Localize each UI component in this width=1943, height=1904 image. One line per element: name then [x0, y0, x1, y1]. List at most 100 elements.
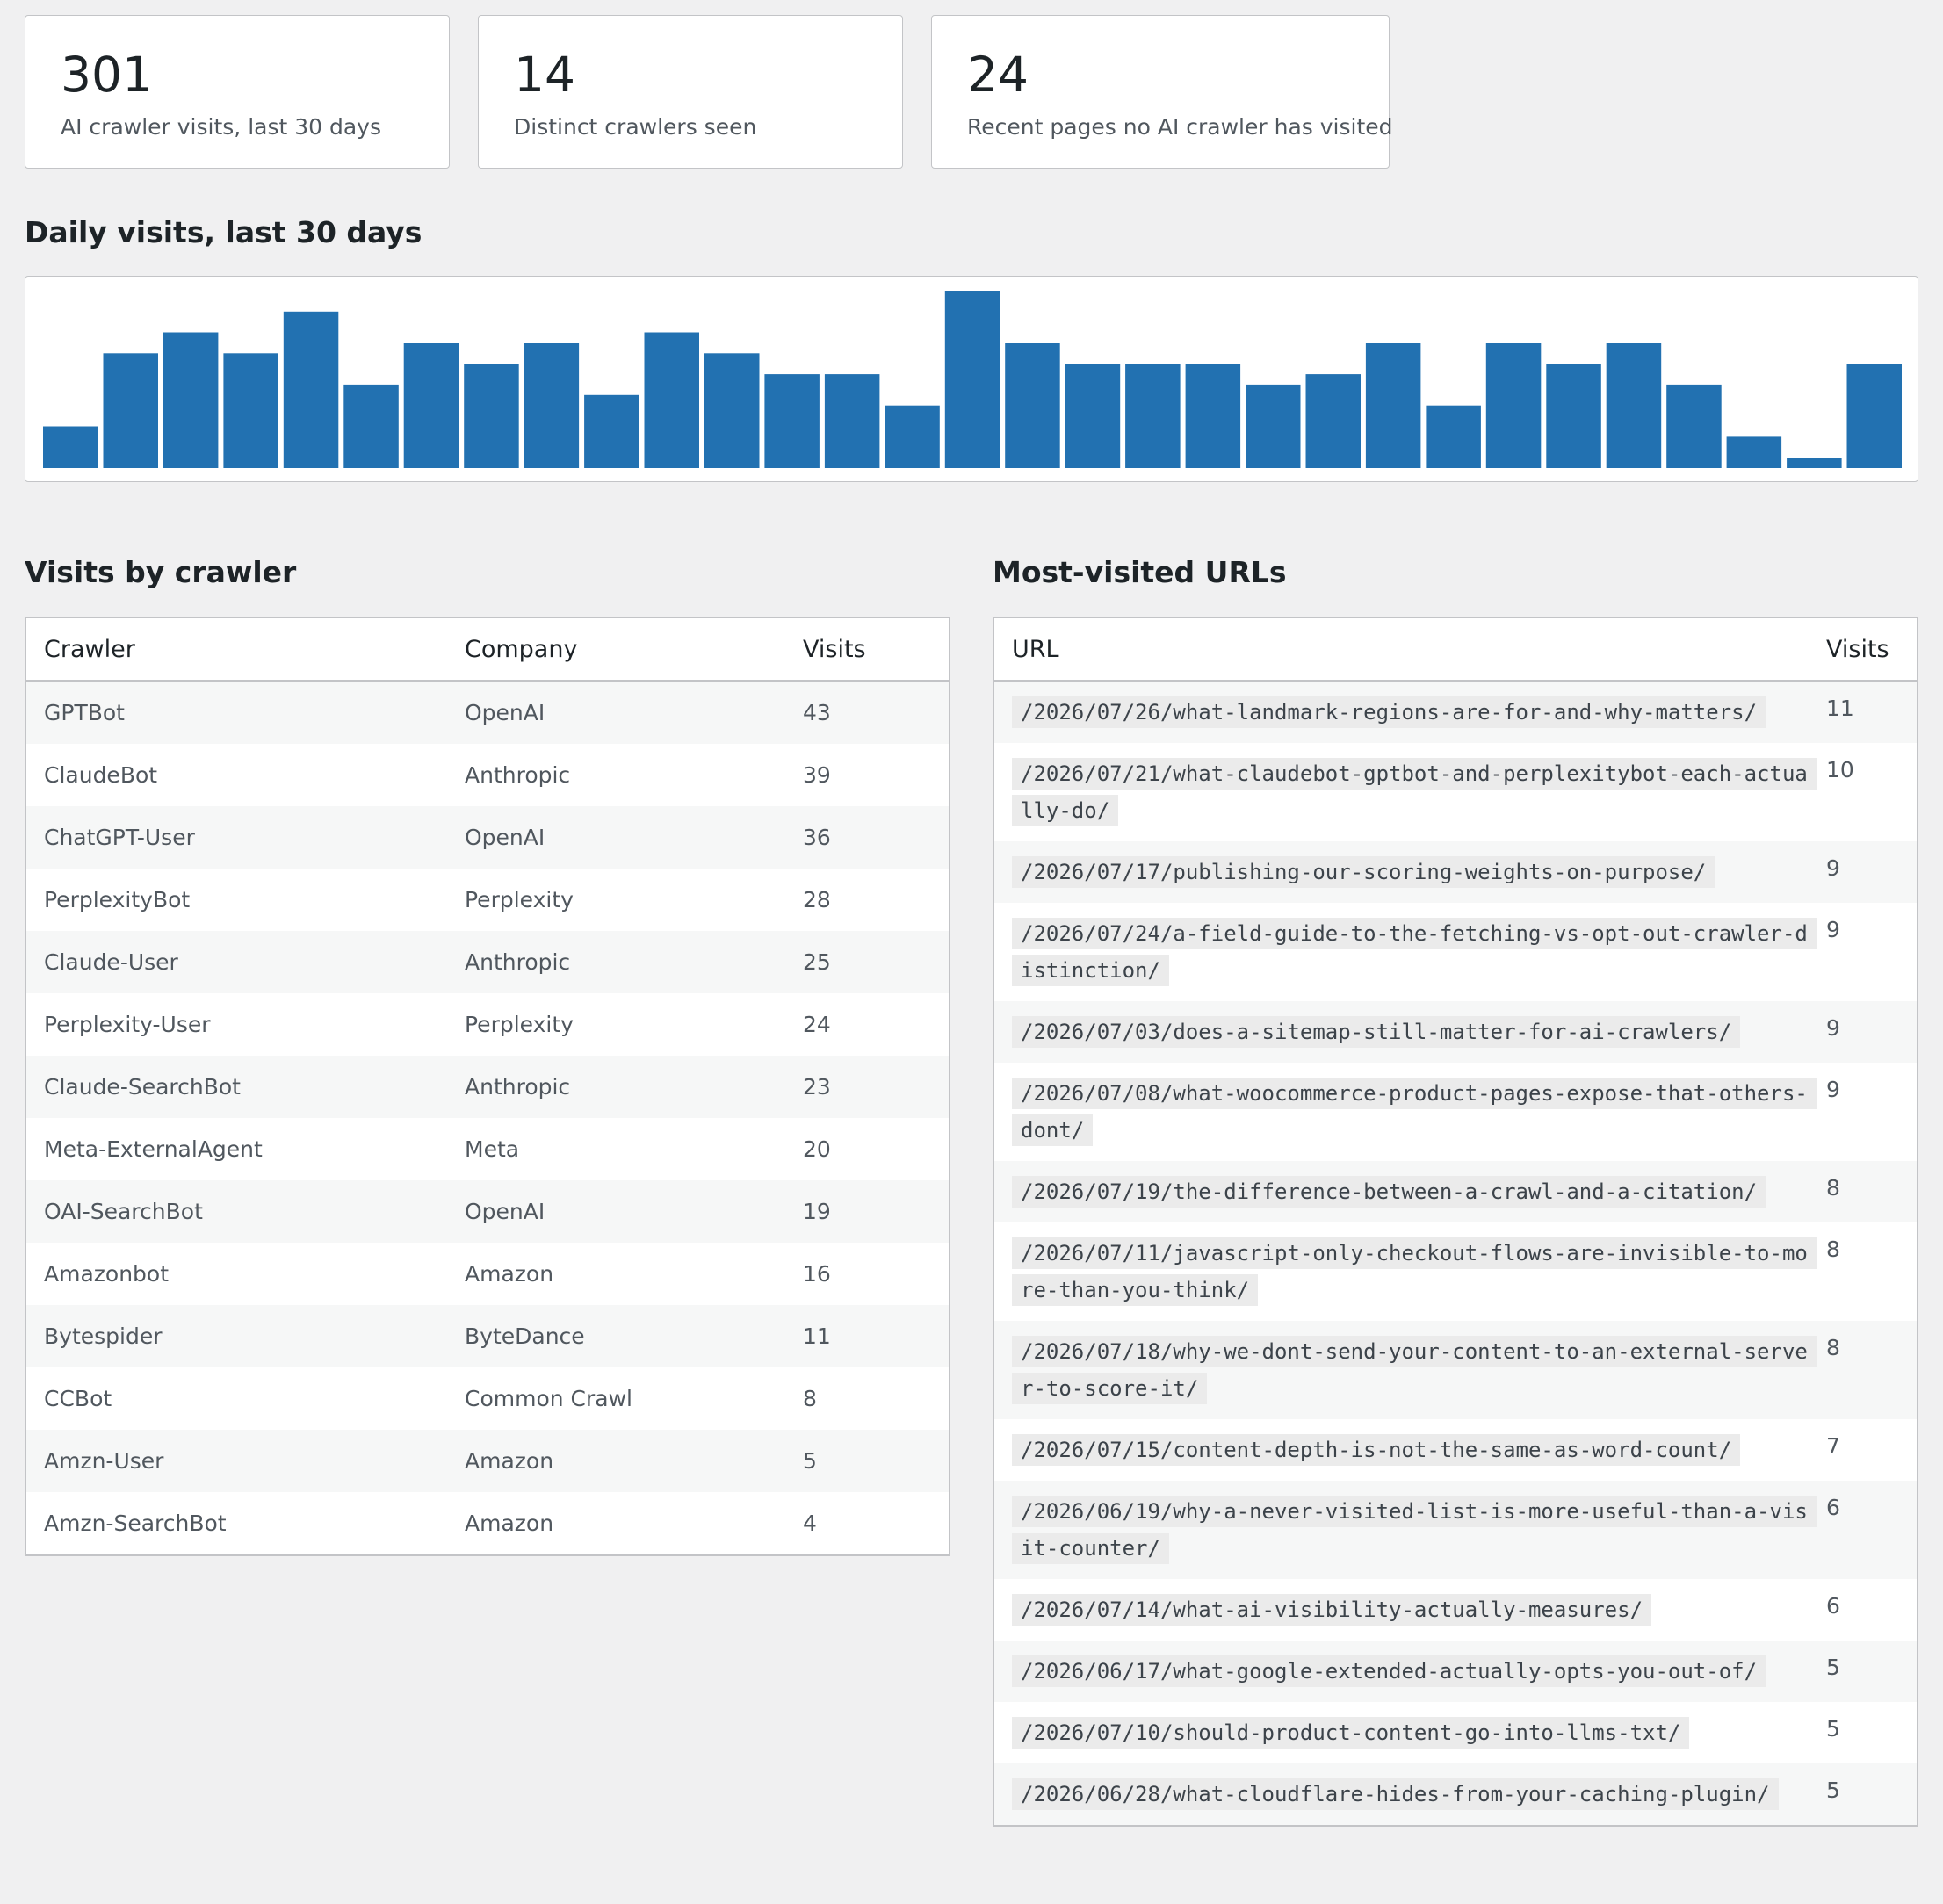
cell-visits: 25: [785, 931, 950, 993]
table-row: /2026/07/21/what-claudebot-gptbot-and-pe…: [993, 743, 1918, 841]
cell-company: ByteDance: [447, 1305, 785, 1367]
chart-bar: [403, 343, 459, 468]
cell-url: /2026/06/17/what-google-extended-actuall…: [993, 1641, 1826, 1702]
cell-url: /2026/06/28/what-cloudflare-hides-from-y…: [993, 1763, 1826, 1826]
stat-card-crawlers: 14 Distinct crawlers seen: [478, 15, 903, 169]
table-row: /2026/07/17/publishing-our-scoring-weigh…: [993, 841, 1918, 903]
url-code: /2026/07/08/what-woocommerce-product-pag…: [1012, 1078, 1817, 1146]
chart-bar: [1485, 343, 1542, 468]
table-row: Amzn-SearchBot Amazon 4: [25, 1492, 950, 1555]
cell-crawler: PerplexityBot: [44, 887, 191, 912]
table-row: /2026/06/19/why-a-never-visited-list-is-…: [993, 1481, 1918, 1579]
cell-url: /2026/07/03/does-a-sitemap-still-matter-…: [993, 1001, 1826, 1063]
cell-url: /2026/06/19/why-a-never-visited-list-is-…: [993, 1481, 1826, 1579]
cell-url: /2026/07/14/what-ai-visibility-actually-…: [993, 1579, 1826, 1641]
table-row: /2026/07/19/the-difference-between-a-cra…: [993, 1161, 1918, 1222]
cell-company: OpenAI: [447, 806, 785, 869]
cell-visits: 23: [785, 1056, 950, 1118]
cell-visits: 10: [1826, 757, 1854, 783]
cell-crawler: Claude-User: [25, 931, 447, 993]
cell-visits: 20: [803, 1136, 831, 1162]
cell-visits: 8: [803, 1386, 817, 1411]
cell-company: OpenAI: [447, 681, 785, 744]
cell-company: Amazon: [447, 1430, 785, 1492]
chart-bar: [163, 332, 219, 468]
stat-label: AI crawler visits, last 30 days: [61, 114, 382, 140]
url-code: /2026/07/11/javascript-only-checkout-flo…: [1012, 1237, 1817, 1306]
cell-visits: 8: [1826, 1161, 1918, 1222]
chart-bar: [1005, 343, 1060, 468]
cell-crawler: Amzn-SearchBot: [44, 1511, 227, 1536]
cell-company: Anthropic: [447, 931, 785, 993]
table-row: ChatGPT-User OpenAI 36: [25, 806, 950, 869]
cell-company: Perplexity: [465, 1012, 574, 1037]
chart-bar: [1666, 384, 1722, 468]
chart-bar: [1846, 364, 1902, 468]
most-visited-urls-heading: Most-visited URLs: [993, 555, 1287, 589]
table-row: /2026/06/17/what-google-extended-actuall…: [993, 1641, 1918, 1702]
table-row: /2026/07/26/what-landmark-regions-are-fo…: [993, 681, 1918, 743]
cell-crawler: Meta-ExternalAgent: [44, 1136, 263, 1162]
table-row: /2026/07/14/what-ai-visibility-actually-…: [993, 1579, 1918, 1641]
url-code: /2026/07/18/why-we-dont-send-your-conten…: [1012, 1336, 1817, 1404]
visits-by-crawler-heading: Visits by crawler: [25, 555, 297, 589]
cell-url: /2026/07/11/javascript-only-checkout-flo…: [993, 1222, 1826, 1321]
cell-company: Amazon: [465, 1511, 554, 1536]
table-row: ClaudeBot Anthropic 39: [25, 744, 950, 806]
url-code: /2026/07/17/publishing-our-scoring-weigh…: [1012, 856, 1715, 888]
chart-bar: [1246, 384, 1301, 468]
chart-bar: [764, 374, 820, 468]
cell-visits: 6: [1826, 1593, 1840, 1619]
column-header-visits: Visits: [1826, 617, 1918, 682]
url-code: /2026/07/24/a-field-guide-to-the-fetchin…: [1012, 918, 1817, 986]
url-code: /2026/07/03/does-a-sitemap-still-matter-…: [1012, 1016, 1741, 1048]
cell-visits: 28: [803, 887, 831, 912]
table-row: PerplexityBot Perplexity 28: [25, 869, 950, 931]
cell-visits: 24: [803, 1012, 831, 1037]
table-row: GPTBot OpenAI 43: [25, 681, 950, 744]
table-row: /2026/07/08/what-woocommerce-product-pag…: [993, 1063, 1918, 1161]
chart-bar: [1606, 343, 1662, 468]
cell-url: /2026/07/18/why-we-dont-send-your-conten…: [993, 1321, 1826, 1419]
cell-company: Anthropic: [465, 762, 571, 788]
url-code: /2026/07/21/what-claudebot-gptbot-and-pe…: [1012, 758, 1817, 826]
cell-crawler: Claude-SearchBot: [25, 1056, 447, 1118]
daily-visits-heading: Daily visits, last 30 days: [25, 215, 423, 249]
url-code: /2026/06/19/why-a-never-visited-list-is-…: [1012, 1496, 1817, 1564]
column-header-company: Company: [447, 617, 785, 682]
cell-crawler: Bytespider: [25, 1305, 447, 1367]
cell-visits: 8: [1826, 1237, 1840, 1262]
column-header-crawler: Crawler: [25, 617, 447, 682]
cell-visits: 5: [1826, 1716, 1840, 1742]
chart-bar: [944, 291, 1000, 468]
stat-value: 301: [61, 47, 153, 103]
chart-bar: [464, 364, 519, 468]
crawler-table: Crawler Company Visits GPTBot OpenAI 43 Cla…: [25, 617, 950, 1556]
chart-bar: [824, 374, 880, 468]
cell-visits: 16: [803, 1261, 831, 1287]
chart-bar: [1365, 343, 1421, 468]
cell-url: /2026/07/15/content-depth-is-not-the-sam…: [993, 1419, 1826, 1481]
table-row: Claude-SearchBot Anthropic 23: [25, 1056, 950, 1118]
cell-company: Anthropic: [447, 1056, 785, 1118]
url-table: URL Visits /2026/07/26/what-landmark-reg…: [993, 617, 1918, 1827]
chart-bar: [885, 405, 940, 468]
cell-company: OpenAI: [447, 1180, 785, 1243]
stat-value: 14: [514, 47, 575, 103]
table-row: /2026/07/10/should-product-content-go-in…: [993, 1702, 1918, 1763]
cell-visits: 7: [1826, 1433, 1840, 1459]
chart-bar: [704, 353, 760, 468]
cell-visits: 5: [785, 1430, 950, 1492]
cell-url: /2026/07/17/publishing-our-scoring-weigh…: [993, 841, 1826, 903]
chart-bar: [1426, 405, 1481, 468]
cell-crawler: CCBot: [44, 1386, 112, 1411]
table-row: /2026/07/18/why-we-dont-send-your-conten…: [993, 1321, 1918, 1419]
chart-bar: [1787, 458, 1842, 468]
url-code: /2026/06/17/what-google-extended-actuall…: [1012, 1655, 1766, 1687]
chart-bar: [223, 353, 278, 468]
cell-crawler: OAI-SearchBot: [25, 1180, 447, 1243]
table-row: Perplexity-User Perplexity 24: [25, 993, 950, 1056]
table-header-row: Crawler Company Visits: [25, 617, 950, 682]
url-code: /2026/06/28/what-cloudflare-hides-from-y…: [1012, 1778, 1779, 1810]
cell-visits: 11: [785, 1305, 950, 1367]
